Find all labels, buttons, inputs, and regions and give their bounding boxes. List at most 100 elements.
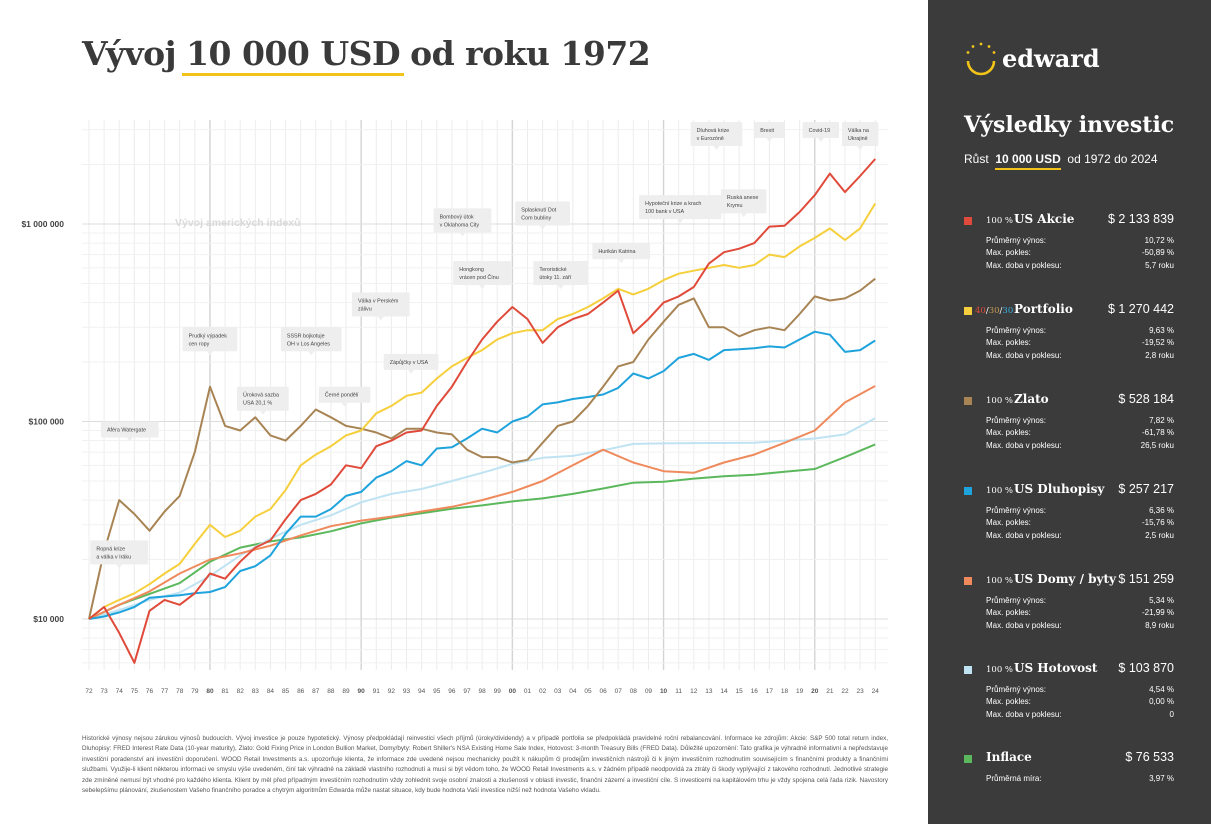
- annotation-pointer: [857, 146, 864, 150]
- x-tick-label: 11: [675, 688, 682, 695]
- legend-swatch: [964, 397, 972, 405]
- annotation-text: vrácen pod Čínu: [459, 274, 499, 281]
- series-line-us-domy-byty: [88, 385, 876, 620]
- annotation-box: [841, 122, 879, 146]
- stat-value: 6,36 %: [1149, 506, 1174, 515]
- event-annotation: Hypoteční krize a krach 100 bank v USA: [639, 195, 722, 224]
- annotation-text: útoky 11. září: [539, 275, 571, 281]
- annotation-box: [720, 189, 767, 214]
- annotation-text: Zápůjčky v USA: [390, 359, 429, 366]
- x-tick-label: 16: [751, 688, 759, 695]
- annotation-box: [433, 208, 492, 233]
- annotation-pointer: [677, 219, 684, 224]
- annotation-text: Teroristické: [539, 267, 566, 273]
- annotation-text: Hurikán Katrina: [598, 249, 635, 255]
- stat-row: Max. pokles: -61,78 %: [964, 428, 1174, 440]
- x-tick-label: 09: [645, 688, 653, 695]
- series-line-us-akcie: [88, 158, 876, 664]
- x-tick-label: 03: [554, 688, 562, 695]
- stat-value: 7,82 %: [1149, 416, 1174, 425]
- asset-stats: Průměrná míra: 3,97 %: [964, 774, 1174, 786]
- asset-header: 100 % US Domy / byty $ 151 259: [964, 572, 1174, 592]
- x-tick-label: 81: [221, 688, 229, 695]
- annotation-box: [639, 195, 722, 220]
- event-annotation: Dluhová krize v Eurozóně: [690, 122, 743, 150]
- stat-row: Průměrná míra: 3,97 %: [964, 774, 1174, 786]
- asset-summary: 100 % US Domy / byty $ 151 259 Průměrný výn…: [964, 572, 1174, 633]
- stat-row: Průměrný výnos: 10,72 %: [964, 236, 1174, 248]
- annotation-text: USA 20,1 %: [243, 401, 272, 407]
- x-tick-label: 78: [176, 688, 184, 695]
- event-annotation: SSSR bojkotuje OH v Los Angeles: [280, 327, 342, 356]
- allocation-part: 30: [1002, 306, 1014, 316]
- x-tick-label: 13: [705, 688, 713, 695]
- stat-row: Max. doba v poklesu: 0: [964, 710, 1174, 722]
- x-tick-label: 21: [826, 688, 834, 695]
- annotation-box: [383, 353, 439, 370]
- stat-label: Průměrný výnos:: [986, 326, 1047, 335]
- x-tick-label: 12: [690, 688, 698, 695]
- x-tick-label: 07: [615, 688, 623, 695]
- annotation-pointer: [618, 259, 625, 264]
- asset-summary: 40/30/30 Portfolio $ 1 270 442 Průměrný výn…: [964, 302, 1174, 363]
- stat-row: Průměrný výnos: 7,82 %: [964, 416, 1174, 428]
- chart-annotations: Ropná krize a válka v Iráku Aféra Watergat…: [90, 122, 879, 569]
- asset-header: 40/30/30 Portfolio $ 1 270 442: [964, 302, 1174, 322]
- legend-swatch: [964, 755, 972, 763]
- asset-final-value: $ 76 533: [1125, 750, 1174, 764]
- annotation-pointer: [713, 146, 720, 150]
- annotation-box: [237, 386, 289, 411]
- x-tick-label: 06: [599, 688, 607, 695]
- event-annotation: Aféra Watergate: [100, 421, 159, 442]
- chart-grid: [82, 120, 888, 670]
- asset-stats: Průměrný výnos: 6,36 % Max. pokles: -15,76 …: [964, 506, 1174, 543]
- asset-final-value: $ 151 259: [1118, 572, 1174, 586]
- x-tick-label: 05: [584, 688, 592, 695]
- asset-name: US Dluhopisy: [1014, 482, 1105, 496]
- annotation-text: Prudký výpadek: [189, 333, 228, 339]
- asset-summary: Inflace $ 76 533 Průměrná míra: 3,97 %: [964, 750, 1174, 786]
- asset-name: Zlato: [1014, 392, 1049, 406]
- stat-value: -19,52 %: [1141, 338, 1174, 348]
- annotation-pointer: [126, 437, 133, 442]
- stat-value: -61,78 %: [1141, 428, 1174, 438]
- y-tick-label: $1 000 000: [21, 219, 64, 229]
- stat-label: Průměrný výnos:: [986, 506, 1047, 515]
- annotation-box: [515, 201, 570, 226]
- annotation-pointer: [308, 351, 315, 356]
- x-tick-label: 10: [660, 688, 668, 695]
- event-annotation: Černé pondělí: [318, 386, 371, 407]
- annotation-box: [453, 260, 511, 285]
- x-tick-label: 90: [358, 688, 366, 695]
- x-tick-label: 75: [131, 688, 139, 695]
- annotation-pointer: [539, 225, 546, 230]
- sun-arc-logo-icon: [966, 42, 996, 76]
- x-tick-label: 76: [146, 688, 154, 695]
- asset-summary: 100 % US Akcie $ 2 133 839 Průměrný výnos: 1…: [964, 212, 1174, 273]
- page-title: Vývoj 10 000 USD od roku 1972: [82, 34, 651, 76]
- event-annotation: Zápůjčky v USA: [383, 353, 439, 374]
- x-tick-label: 01: [524, 688, 532, 695]
- event-annotation: Úroková sazba USA 20,1 %: [237, 386, 289, 415]
- stat-row: Max. pokles: -50,89 %: [964, 248, 1174, 260]
- annotation-pointer: [740, 213, 747, 218]
- legend-swatch: [964, 307, 972, 315]
- stat-value: 8,9 roku: [1145, 620, 1174, 630]
- x-tick-label: 98: [479, 688, 487, 695]
- annotation-box: [533, 260, 589, 285]
- event-annotation: Teroristické útoky 11. září: [533, 260, 589, 289]
- annotation-text: v Oklahoma City: [440, 222, 480, 228]
- annotation-pointer: [206, 351, 213, 356]
- subtitle-prefix: Růst: [964, 152, 989, 166]
- x-tick-label: 04: [569, 688, 577, 695]
- x-tick-label: 00: [509, 688, 517, 695]
- brand-name: edward: [1002, 44, 1100, 73]
- stat-label: Max. pokles:: [986, 428, 1031, 438]
- x-tick-label: 80: [206, 688, 214, 695]
- asset-stats: Průměrný výnos: 5,34 % Max. pokles: -21,99 …: [964, 596, 1174, 633]
- stat-label: Průměrná míra:: [986, 774, 1042, 783]
- asset-header: 100 % US Akcie $ 2 133 839: [964, 212, 1174, 232]
- stat-label: Max. doba v poklesu:: [986, 530, 1062, 540]
- x-tick-label: 83: [252, 688, 260, 695]
- asset-stats: Průměrný výnos: 7,82 % Max. pokles: -61,78 …: [964, 416, 1174, 453]
